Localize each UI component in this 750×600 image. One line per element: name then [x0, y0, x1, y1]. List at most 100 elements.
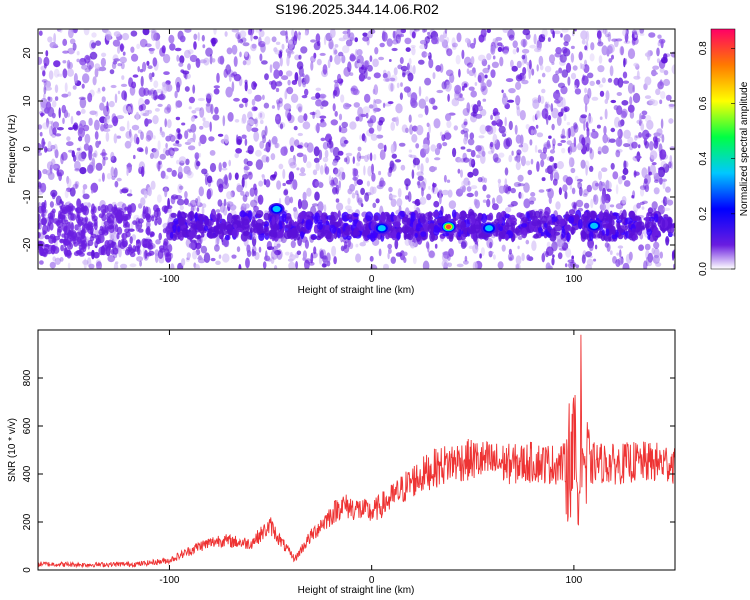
spectrogram-cell — [662, 196, 668, 207]
spectrogram-band-cell — [233, 224, 238, 229]
spectrogram-cell — [300, 199, 309, 210]
spectrogram-band-cell — [337, 227, 341, 239]
spectrogram-cell — [660, 118, 664, 129]
spectrogram-band-cell — [605, 228, 610, 237]
spectrogram-cell — [633, 75, 641, 80]
spectrogram-hotspot — [445, 224, 452, 229]
spectrogram-cell — [245, 257, 250, 269]
spectrogram-cell — [145, 43, 152, 48]
spectrogram-band-cell — [209, 233, 217, 239]
spectrogram-cell — [373, 98, 376, 108]
spectrogram-cell — [251, 127, 259, 133]
spectrogram-cell — [583, 202, 590, 209]
spectrogram-cell — [498, 152, 505, 158]
spectrogram-cell — [274, 250, 281, 256]
spectrogram-cell — [507, 204, 515, 208]
spectrogram-cell — [539, 151, 547, 160]
spectrogram-cell — [616, 92, 622, 96]
spectrogram-cell — [115, 224, 119, 233]
spectrogram-band-cell — [341, 211, 350, 222]
spectrogram-cell — [463, 83, 468, 88]
spectrogram-cell — [246, 123, 252, 132]
spectrogram-cell — [445, 69, 454, 77]
spectrogram-cell — [117, 90, 121, 95]
spectrogram-cell — [565, 62, 572, 73]
spectrogram-cell — [466, 186, 472, 192]
spectrogram-cell — [155, 239, 161, 245]
spectrogram-cell — [313, 146, 320, 157]
spectrogram-cell — [443, 132, 452, 140]
spectrogram-cell — [136, 256, 144, 262]
spectrogram-cell — [101, 148, 106, 159]
spectrogram-cell — [142, 211, 147, 220]
spectrogram-cell — [343, 139, 349, 144]
spectrogram-cell — [248, 171, 253, 180]
spectrogram-cell — [567, 259, 575, 264]
spectrogram-cell — [441, 259, 449, 268]
spectrogram-cell — [145, 227, 151, 235]
spectrogram-band-cell — [218, 223, 227, 232]
spectrogram-band-cell — [365, 211, 374, 222]
spectrogram-cell — [407, 191, 412, 203]
spectrogram-cell — [132, 220, 138, 226]
spectrogram-cell — [549, 156, 555, 162]
spectrogram-cell — [100, 57, 106, 67]
spectrogram-cell — [298, 106, 302, 112]
spectrogram-cell — [364, 192, 369, 202]
spectrogram-cell — [38, 190, 44, 196]
spectrogram-cell — [583, 94, 590, 105]
spectrogram-cell — [285, 108, 291, 119]
spectrogram-cell — [607, 31, 612, 42]
spectrogram-cell — [278, 70, 283, 77]
spectrogram-cell — [50, 120, 54, 131]
spectrogram-cell — [255, 159, 264, 170]
spectrogram-cell — [247, 111, 253, 120]
spectrogram-cell — [274, 142, 280, 149]
spectrogram-cell — [433, 200, 440, 208]
spectrogram-cell — [88, 144, 93, 154]
spectrogram-cell — [567, 146, 571, 154]
spectrogram-band-cell — [498, 226, 503, 232]
spectrogram-cell — [186, 252, 191, 259]
spectrogram-cell — [133, 133, 139, 144]
spectrogram-cell — [78, 152, 86, 162]
spectrogram-cell — [349, 121, 357, 130]
spectrogram-cell — [87, 92, 93, 103]
spectrogram-cell — [138, 228, 144, 233]
spectrogram-cell — [287, 114, 295, 124]
spectrogram-cell — [325, 133, 332, 138]
spectrogram-cell — [319, 115, 327, 119]
spectrogram-cell — [251, 43, 257, 49]
spectrogram-cell — [138, 104, 144, 112]
spectrogram-cell — [209, 121, 212, 132]
spectrogram-cell — [342, 45, 350, 54]
spectrogram-cell — [615, 137, 623, 147]
spectrogram-cell — [653, 241, 660, 249]
spectrogram-cell — [140, 75, 144, 87]
spectrogram-band-cell — [631, 215, 639, 222]
spectrogram-band-cell — [360, 231, 369, 237]
spectrogram-cell — [536, 64, 539, 72]
spectrogram-cell — [152, 115, 159, 125]
spectrogram-cell — [492, 55, 496, 60]
spectrogram-cell — [301, 95, 308, 99]
spectrogram-cell — [70, 213, 77, 221]
spectrogram-cell — [347, 61, 352, 73]
spectrogram-cell — [190, 123, 197, 133]
spectrogram-cell — [297, 76, 302, 87]
spectrogram-cell — [50, 165, 59, 169]
spectrogram-cell — [400, 164, 406, 171]
spectrogram-cell — [175, 131, 179, 141]
spectrogram-cell — [292, 179, 298, 191]
spectrogram-band-cell — [520, 223, 528, 228]
spectrogram-cell — [598, 55, 603, 64]
spectrogram-cell — [231, 29, 240, 33]
spectrogram-cell — [479, 124, 487, 135]
spectrogram-cell — [372, 202, 377, 208]
spectrogram-cell — [611, 38, 618, 42]
spectrogram-cell — [428, 97, 436, 105]
spectrogram-cell — [151, 215, 155, 222]
spectrogram-cell — [107, 203, 114, 213]
spectrogram-cell — [339, 136, 348, 148]
spectrogram-cell — [135, 136, 140, 145]
